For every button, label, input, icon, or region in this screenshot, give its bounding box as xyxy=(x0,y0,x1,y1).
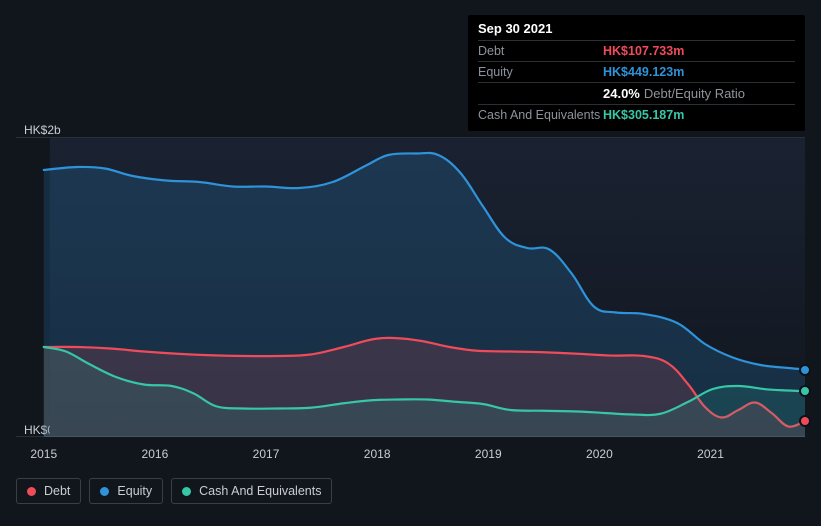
financial-chart: Sep 30 2021 DebtHK$107.733mEquityHK$449.… xyxy=(0,0,821,526)
x-axis-tick-label: 2021 xyxy=(697,447,724,461)
legend-item-debt[interactable]: Debt xyxy=(16,478,81,504)
y-axis-tick-label: HK$2b xyxy=(24,123,84,137)
tooltip-row: EquityHK$449.123m xyxy=(478,61,795,82)
tooltip-row-label xyxy=(478,86,603,101)
tooltip-row: 24.0%Debt/Equity Ratio xyxy=(478,82,795,104)
tooltip-row-label: Equity xyxy=(478,65,603,79)
x-axis-tick-label: 2018 xyxy=(364,447,391,461)
series-marker-cash-and-equivalents xyxy=(799,385,811,397)
tooltip-rows: DebtHK$107.733mEquityHK$449.123m24.0%Deb… xyxy=(478,40,795,125)
legend-item-label: Debt xyxy=(44,484,70,498)
chart-plot[interactable] xyxy=(16,137,805,437)
tooltip-row-label: Cash And Equivalents xyxy=(478,108,603,122)
series-marker-equity xyxy=(799,364,811,376)
legend-item-label: Equity xyxy=(117,484,152,498)
legend-dot-icon xyxy=(182,487,191,496)
tooltip-row-value: HK$107.733m xyxy=(603,44,684,58)
legend-item-cash-and-equivalents[interactable]: Cash And Equivalents xyxy=(171,478,332,504)
x-axis-tick-label: 2015 xyxy=(30,447,57,461)
x-axis-labels: 2015 2016 2017 2018 2019 2020 2021 xyxy=(16,447,805,465)
tooltip-row: DebtHK$107.733m xyxy=(478,40,795,61)
chart-tooltip: Sep 30 2021 DebtHK$107.733mEquityHK$449.… xyxy=(468,15,805,131)
tooltip-row-value: HK$449.123m xyxy=(603,65,684,79)
x-axis-tick-label: 2019 xyxy=(475,447,502,461)
tooltip-row-label: Debt xyxy=(478,44,603,58)
legend-item-equity[interactable]: Equity xyxy=(89,478,163,504)
series-marker-debt xyxy=(799,415,811,427)
chart-legend: Debt Equity Cash And Equivalents xyxy=(16,478,332,504)
tooltip-row-value: 24.0%Debt/Equity Ratio xyxy=(603,86,745,101)
legend-item-label: Cash And Equivalents xyxy=(199,484,321,498)
tooltip-row: Cash And EquivalentsHK$305.187m xyxy=(478,104,795,125)
x-axis-tick-label: 2020 xyxy=(586,447,613,461)
x-axis-tick-label: 2017 xyxy=(253,447,280,461)
x-axis-tick-label: 2016 xyxy=(142,447,169,461)
legend-dot-icon xyxy=(100,487,109,496)
legend-dot-icon xyxy=(27,487,36,496)
tooltip-date: Sep 30 2021 xyxy=(478,21,795,40)
tooltip-row-value: HK$305.187m xyxy=(603,108,684,122)
